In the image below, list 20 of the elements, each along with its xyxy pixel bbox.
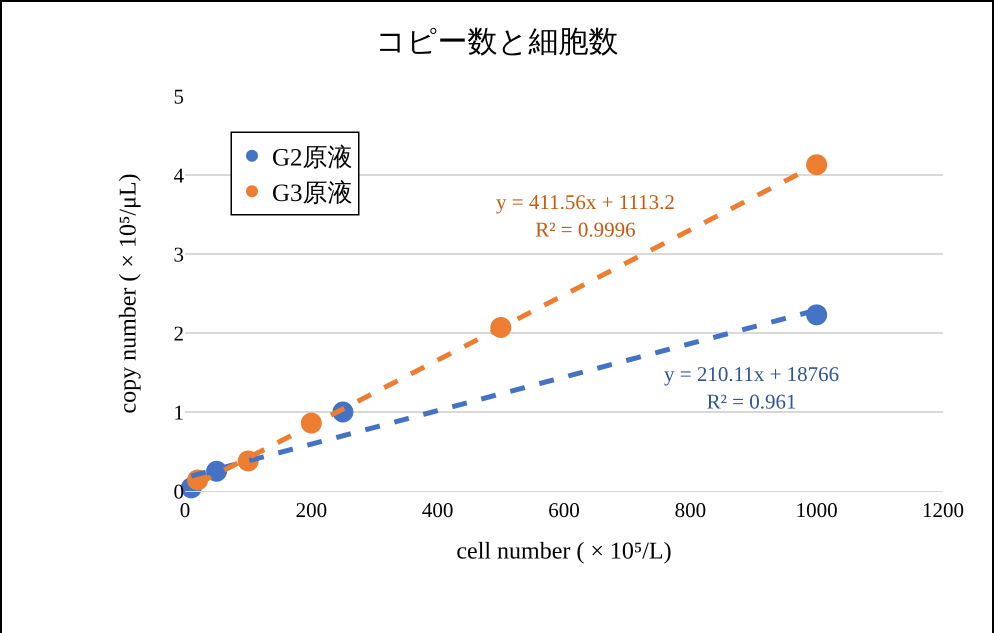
chart-title: コピー数と細胞数 bbox=[376, 24, 618, 60]
annotation: y = 411.56x + 1113.2 R² = 0.9996 bbox=[496, 190, 675, 242]
annotation: y = 210.11x + 18766 R² = 0.961 bbox=[664, 362, 840, 414]
x-tick-label: 1200 bbox=[922, 498, 964, 522]
y-tick-label: 0 bbox=[174, 479, 184, 504]
x-tick-label: 1000 bbox=[796, 498, 838, 522]
x-tick-label: 600 bbox=[548, 498, 580, 522]
x-axis-title: cell number ( × 10⁵/L) bbox=[456, 538, 672, 564]
y-tick-label: 4 bbox=[174, 163, 184, 188]
y-tick-label: 2 bbox=[174, 321, 184, 346]
legend-label: G3原液 bbox=[272, 179, 353, 208]
x-tick-label: 200 bbox=[296, 498, 328, 522]
y-tick-label: 3 bbox=[174, 242, 184, 266]
point bbox=[806, 154, 828, 176]
y-tick-label: 1 bbox=[174, 400, 184, 424]
legend-label: G2原液 bbox=[272, 144, 353, 172]
y-tick-label: 5 bbox=[174, 84, 184, 108]
y-axis-title: copy number ( × 10⁵/μL) bbox=[116, 173, 142, 414]
x-tick-label: 400 bbox=[422, 498, 454, 522]
x-tick-label: 800 bbox=[674, 498, 706, 522]
